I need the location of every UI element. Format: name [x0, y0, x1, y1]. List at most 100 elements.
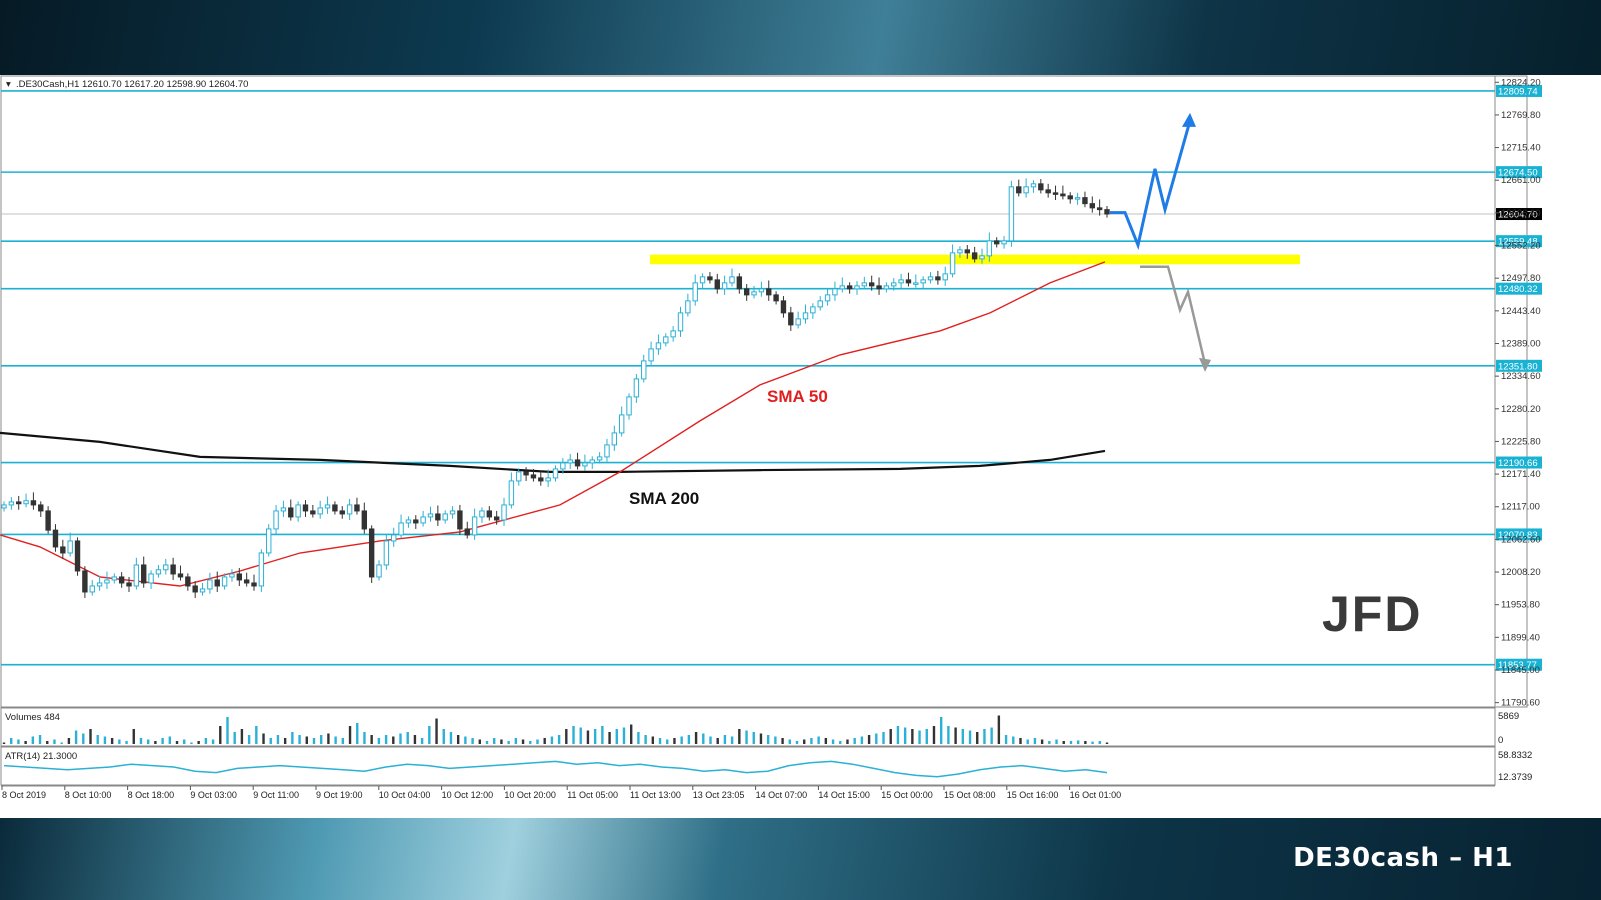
candle-body [398, 522, 404, 536]
background-top-band [0, 0, 1601, 75]
candle-body [942, 273, 948, 281]
candle-body [332, 504, 338, 512]
candle-body [155, 569, 162, 575]
candle-body [516, 471, 522, 482]
candle-body [883, 285, 890, 290]
candle-body [596, 456, 603, 461]
sma200-label: SMA 200 [629, 489, 699, 508]
level-tag [1496, 84, 1542, 97]
candle-body [346, 504, 353, 515]
candle-body [413, 519, 419, 524]
horizontal-levels: 12809.74 12674.50 12559.48 12480.32 12351.80… [1, 84, 1542, 671]
candle-body [493, 516, 500, 521]
candle-body [1030, 183, 1037, 188]
candle-body [685, 300, 691, 314]
x-tick-label: 10 Oct 04:00 [379, 790, 431, 800]
level-tag-label: 11853.77 [1498, 660, 1537, 671]
candle-body [1038, 183, 1044, 191]
candle-body [214, 579, 220, 587]
candle-body [82, 570, 88, 593]
candle-body [324, 504, 331, 509]
candle-body [148, 573, 154, 584]
candle-body [141, 564, 147, 584]
candle-body [971, 252, 978, 260]
level-tag [1496, 166, 1542, 179]
x-tick-label: 14 Oct 07:00 [756, 790, 808, 800]
y-tick-label: 12280.20 [1501, 404, 1541, 415]
candle-body [692, 282, 698, 302]
candle-body [118, 576, 125, 584]
candle-body [824, 294, 831, 302]
candle-body [442, 513, 448, 521]
candle-body [361, 510, 368, 530]
bullish-scenario-arrow [1110, 120, 1192, 251]
candle-body [626, 396, 632, 416]
level-tag-label: 12480.32 [1498, 284, 1538, 295]
candle-body [677, 312, 684, 332]
candle-body [567, 459, 573, 464]
candle-body [795, 318, 801, 326]
candle-body [258, 552, 265, 587]
candle-body [1096, 207, 1103, 211]
candle-body [266, 528, 272, 554]
candle-body [30, 500, 37, 506]
candle-body [964, 249, 970, 254]
candle-body [1023, 186, 1029, 194]
x-tick-label: 15 Oct 00:00 [881, 790, 933, 800]
level-tag [1496, 528, 1542, 541]
candle-body [994, 240, 1000, 245]
symbol-arrow-icon[interactable]: ▾ [6, 79, 11, 90]
candle-body [45, 510, 51, 531]
atr-line [3, 760, 1108, 778]
candle-body [405, 519, 412, 524]
level-tag-label: 12559.48 [1498, 237, 1538, 248]
candle-body [729, 276, 735, 284]
candle-body [611, 432, 618, 446]
candle-body [1067, 195, 1073, 200]
candle-body [1008, 186, 1015, 242]
candle-body [868, 282, 875, 287]
candle-body [707, 276, 713, 281]
sma200-line [0, 431, 1106, 473]
candle-body [655, 342, 662, 350]
candle-body [604, 444, 610, 458]
y-tick-label: 12225.80 [1501, 436, 1541, 447]
candle-body [251, 582, 257, 587]
candle-body [1, 504, 7, 509]
candle-body [67, 540, 73, 554]
candle-body [479, 510, 485, 518]
candle-body [170, 564, 176, 575]
candle-body [96, 582, 103, 587]
candle-body [310, 510, 316, 515]
candle-body [52, 529, 59, 548]
candle-body [949, 252, 956, 275]
candle-body [1016, 186, 1022, 194]
candle-body [280, 507, 287, 512]
x-tick-label: 13 Oct 23:05 [693, 790, 745, 800]
y-tick-label: 12334.60 [1501, 371, 1541, 382]
candle-body [618, 414, 625, 434]
level-tag [1496, 282, 1542, 295]
sma50-label: SMA 50 [767, 387, 828, 406]
y-tick-label: 12389.00 [1501, 338, 1541, 349]
candle-body [126, 582, 132, 587]
candle-body [1060, 193, 1066, 197]
time-axis: 8 Oct 2019 8 Oct 10:00 8 Oct 18:00 9 Oct 03… [1, 785, 1495, 800]
price-chart[interactable]: ▾ .DE30Cash,H1 12610.70 12617.20 12598.9… [0, 75, 1601, 818]
level-tag-label: 12190.66 [1498, 458, 1538, 469]
candle-body [574, 459, 581, 467]
candle-body [163, 564, 169, 571]
candle-body [743, 288, 750, 296]
y-tick-label: 11953.80 [1501, 600, 1540, 611]
x-tick-label: 16 Oct 01:00 [1070, 790, 1122, 800]
candle-body [751, 291, 757, 296]
bullish-arrow-head [1182, 112, 1196, 127]
candlesticks [1, 178, 1110, 598]
candle-body [368, 528, 375, 578]
candle-body [376, 564, 382, 578]
candle-body [832, 288, 838, 296]
level-tag-label: 12070.83 [1498, 530, 1538, 541]
candle-body [913, 282, 919, 285]
candle-body [471, 516, 478, 536]
x-tick-label: 10 Oct 12:00 [442, 790, 494, 800]
